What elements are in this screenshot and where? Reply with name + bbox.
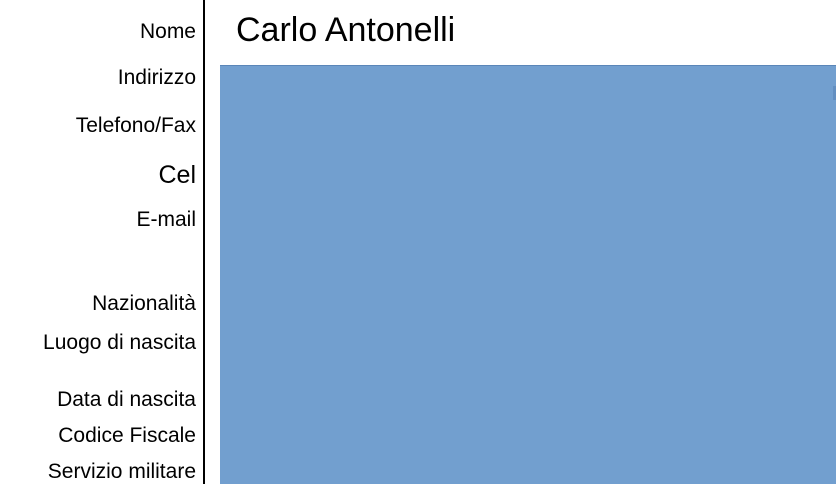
label-luogo-di-nascita: Luogo di nascita [43, 331, 196, 354]
label-cel: Cel [158, 161, 196, 189]
info-box [220, 65, 836, 484]
label-nazionalita: Nazionalità [92, 292, 196, 315]
label-codice-fiscale: Codice Fiscale [58, 424, 196, 447]
info-box-edge-mark [833, 86, 836, 100]
label-indirizzo: Indirizzo [117, 66, 196, 89]
label-telefono-fax: Telefono/Fax [75, 114, 196, 137]
column-divider [203, 0, 205, 484]
label-nome: Nome [139, 20, 196, 43]
label-data-di-nascita: Data di nascita [57, 388, 196, 411]
name-value: Carlo Antonelli [236, 11, 456, 49]
label-servizio-militare: Servizio militare [47, 460, 196, 483]
label-email: E-mail [136, 208, 196, 231]
